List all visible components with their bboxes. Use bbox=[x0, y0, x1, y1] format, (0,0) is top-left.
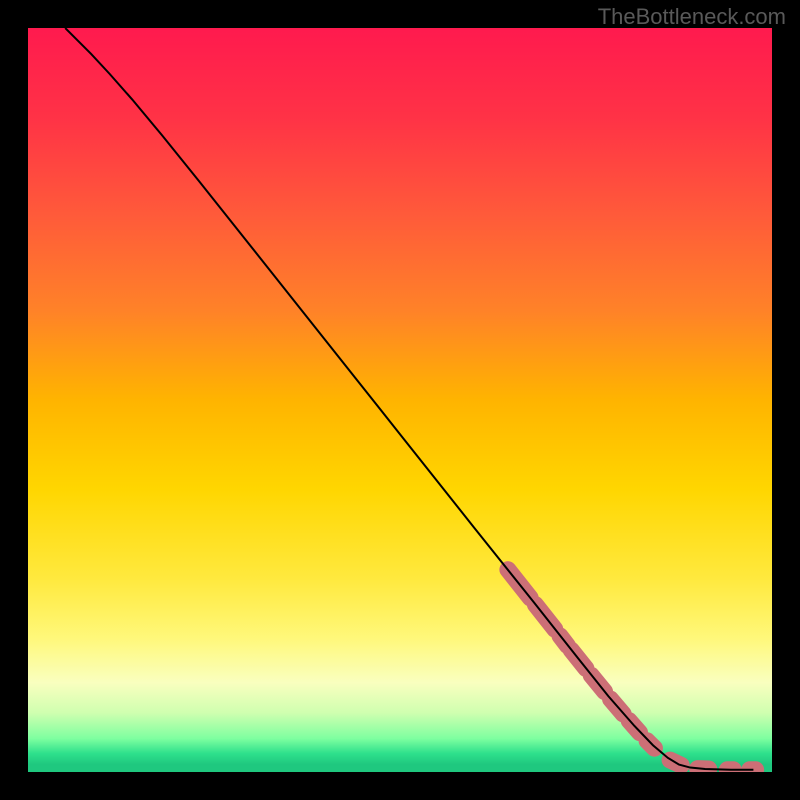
chart-plot-area bbox=[28, 28, 772, 772]
watermark-text: TheBottleneck.com bbox=[598, 4, 786, 30]
chart-background bbox=[28, 28, 772, 772]
chart-svg bbox=[28, 28, 772, 772]
